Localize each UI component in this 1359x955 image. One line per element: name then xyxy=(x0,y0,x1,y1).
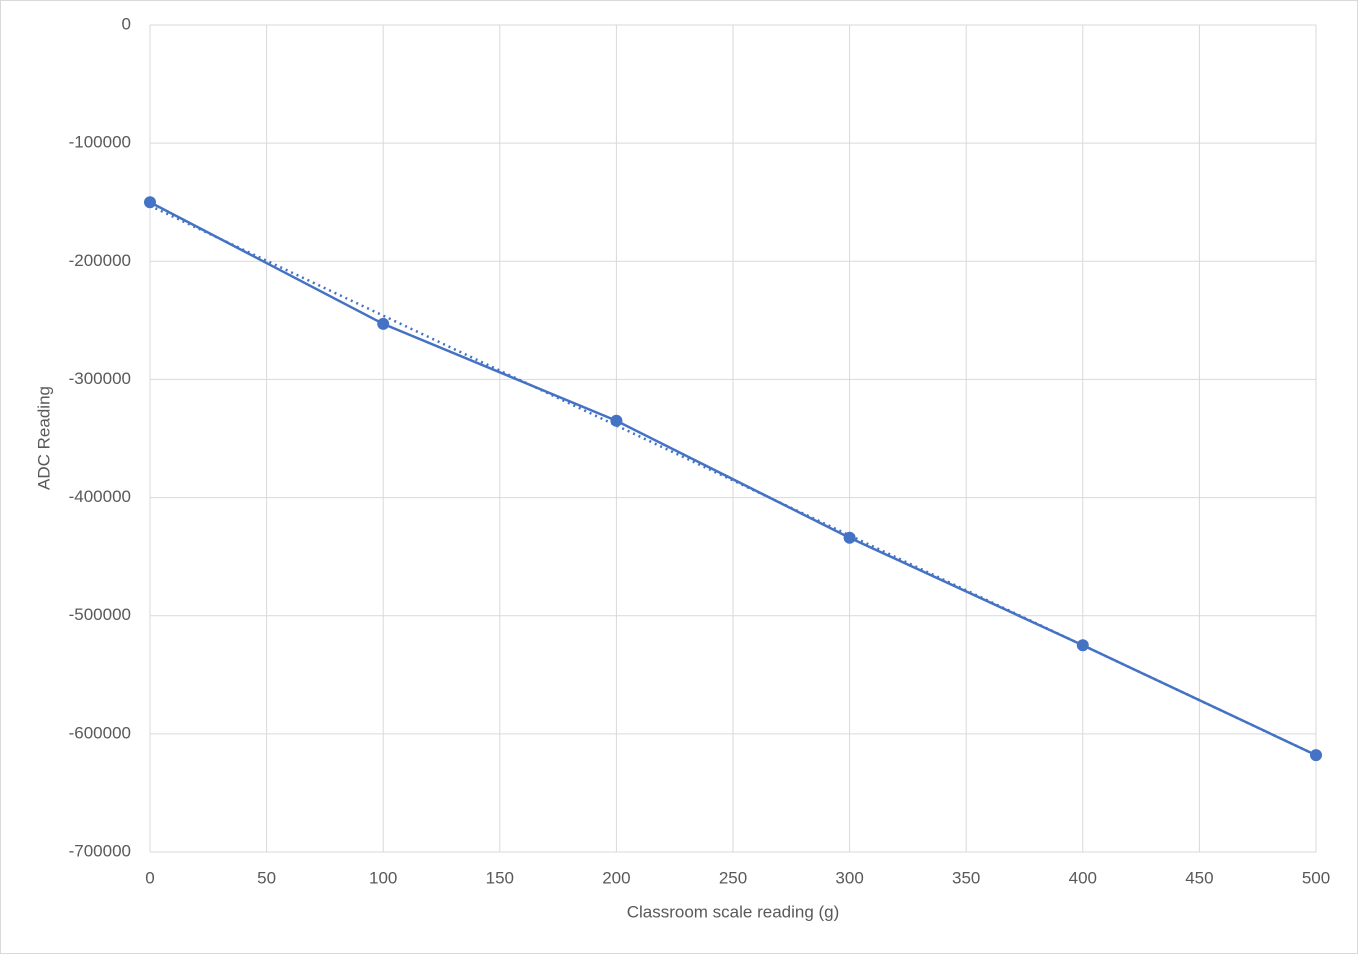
x-tick-label: 400 xyxy=(1069,868,1097,887)
y-axis-title: ADC Reading xyxy=(34,386,53,490)
x-tick-label: 250 xyxy=(719,868,747,887)
x-tick-label: 150 xyxy=(486,868,514,887)
data-point xyxy=(144,196,156,209)
x-tick-label: 500 xyxy=(1302,868,1330,887)
data-point xyxy=(1310,749,1322,762)
y-tick-label: 0 xyxy=(122,14,131,33)
x-tick-label: 0 xyxy=(145,868,154,887)
x-tick-label: 200 xyxy=(602,868,630,887)
data-point xyxy=(377,317,390,330)
data-point xyxy=(843,531,856,544)
y-tick-label: -500000 xyxy=(69,605,131,624)
y-tick-label: -700000 xyxy=(69,841,131,860)
x-axis-title: Classroom scale reading (g) xyxy=(627,902,840,921)
y-tick-label: -100000 xyxy=(69,133,131,152)
y-tick-label: -600000 xyxy=(69,723,131,742)
x-tick-label: 100 xyxy=(369,868,397,887)
data-point xyxy=(610,414,623,427)
y-tick-label: -400000 xyxy=(69,487,131,506)
x-tick-label: 50 xyxy=(257,868,276,887)
data-point xyxy=(1076,639,1089,652)
y-tick-label: -200000 xyxy=(69,251,131,270)
x-tick-label: 350 xyxy=(952,868,980,887)
y-tick-label: -300000 xyxy=(69,369,131,388)
x-tick-label: 450 xyxy=(1185,868,1213,887)
series-line xyxy=(149,201,1317,757)
x-tick-label: 300 xyxy=(835,868,863,887)
